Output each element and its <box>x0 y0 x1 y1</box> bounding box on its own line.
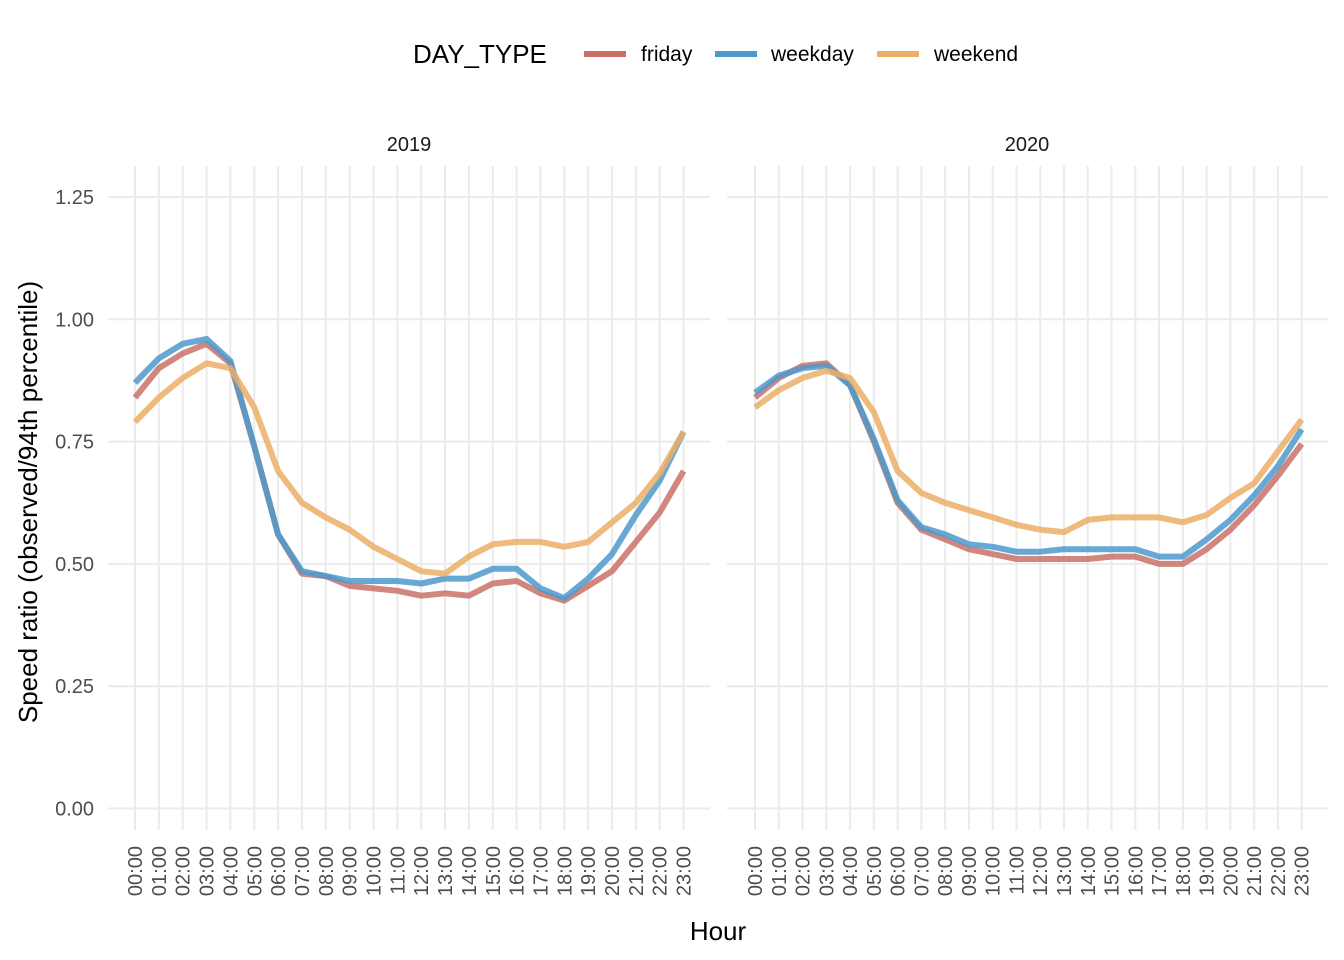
x-tick-labels-2019: 00:00 01:00 02:00 03:00 04:00 05:00 06:00 07:00… <box>125 846 696 896</box>
x-tick-label: 03:00 <box>197 846 219 896</box>
x-tick-labels-2020: 00:00 01:00 02:00 03:00 04:00 05:00 06:00 07:00… <box>745 846 1314 896</box>
panel-title-2019: 2019 <box>387 134 432 156</box>
legend: DAY_TYPE friday weekday weekend <box>413 39 1018 69</box>
panel-title-2020: 2020 <box>1005 134 1050 156</box>
y-tick-label: 0.75 <box>55 432 94 454</box>
panel-series-2020 <box>753 360 1305 567</box>
x-tick-label: 12:00 <box>1030 846 1052 896</box>
legend-label-weekend: weekend <box>933 43 1018 66</box>
x-tick-label: 12:00 <box>411 846 433 896</box>
legend-label-weekday: weekday <box>770 43 854 66</box>
x-tick-label: 11:00 <box>1006 846 1028 895</box>
x-tick-label: 14:00 <box>459 846 481 896</box>
series-line-weekday <box>132 335 687 602</box>
y-tick-label: 0.25 <box>55 676 94 698</box>
y-tick-label: 1.25 <box>55 187 94 209</box>
series-line-weekend <box>132 360 687 577</box>
x-tick-label: 18:00 <box>554 846 576 896</box>
panel-2020: 2020 00:00 01:00 02:00 03:00 04:00 05:00 06:00… <box>727 134 1328 896</box>
x-tick-label: 17:00 <box>530 846 552 896</box>
x-tick-label: 03:00 <box>816 846 838 896</box>
panel-grid-2019 <box>108 166 710 830</box>
panel-grid-2020 <box>727 166 1328 830</box>
x-tick-label: 20:00 <box>602 846 624 896</box>
x-tick-label: 02:00 <box>793 846 815 896</box>
x-tick-label: 05:00 <box>864 846 886 896</box>
x-tick-label: 05:00 <box>244 846 266 896</box>
y-tick-label: 0.00 <box>55 799 94 821</box>
x-tick-label: 07:00 <box>292 846 314 896</box>
x-tick-label: 11:00 <box>387 846 409 895</box>
x-tick-label: 09:00 <box>959 846 981 896</box>
x-tick-label: 06:00 <box>268 846 290 896</box>
x-tick-label: 01:00 <box>149 846 171 896</box>
x-tick-label: 00:00 <box>745 846 767 896</box>
x-tick-label: 23:00 <box>674 846 696 896</box>
x-tick-label: 17:00 <box>1149 846 1171 896</box>
x-tick-label: 16:00 <box>1125 846 1147 896</box>
y-tick-labels: 0.00 0.25 0.50 0.75 1.00 1.25 <box>55 187 94 821</box>
series-line-friday <box>753 360 1305 567</box>
x-tick-label: 02:00 <box>173 846 195 896</box>
x-tick-label: 14:00 <box>1078 846 1100 896</box>
x-tick-label: 21:00 <box>626 846 648 896</box>
y-tick-label: 1.00 <box>55 309 94 331</box>
x-tick-label: 18:00 <box>1173 846 1195 896</box>
x-tick-label: 10:00 <box>364 846 386 896</box>
x-tick-label: 22:00 <box>1268 846 1290 896</box>
y-tick-label: 0.50 <box>55 554 94 576</box>
x-tick-label: 16:00 <box>507 846 529 896</box>
x-tick-label: 19:00 <box>578 846 600 896</box>
x-tick-label: 23:00 <box>1292 846 1314 896</box>
x-axis-title: Hour <box>690 916 747 946</box>
x-tick-label: 22:00 <box>650 846 672 896</box>
series-line-weekend <box>753 367 1305 536</box>
x-tick-label: 08:00 <box>316 846 338 896</box>
x-tick-label: 21:00 <box>1244 846 1266 896</box>
x-tick-label: 20:00 <box>1220 846 1242 896</box>
legend-label-friday: friday <box>641 43 693 66</box>
x-tick-label: 08:00 <box>935 846 957 896</box>
x-tick-label: 15:00 <box>1102 846 1124 896</box>
x-tick-label: 01:00 <box>769 846 791 896</box>
x-tick-label: 07:00 <box>911 846 933 896</box>
x-tick-label: 15:00 <box>483 846 505 896</box>
series-line-weekday <box>753 362 1305 560</box>
y-axis-title: Speed ratio (observed/94th percentile) <box>13 281 43 723</box>
x-tick-label: 13:00 <box>435 846 457 896</box>
panel-series-2019 <box>132 335 687 604</box>
x-tick-label: 09:00 <box>340 846 362 896</box>
x-tick-label: 06:00 <box>888 846 910 896</box>
x-tick-label: 10:00 <box>983 846 1005 896</box>
x-tick-label: 04:00 <box>220 846 242 896</box>
legend-title: DAY_TYPE <box>413 39 547 69</box>
x-tick-label: 04:00 <box>840 846 862 896</box>
x-tick-label: 13:00 <box>1054 846 1076 896</box>
panel-2019: 2019 00:00 01:00 02:00 03:00 04:00 05:00 06:00… <box>108 134 710 896</box>
x-tick-label: 00:00 <box>125 846 147 896</box>
x-tick-label: 19:00 <box>1197 846 1219 896</box>
